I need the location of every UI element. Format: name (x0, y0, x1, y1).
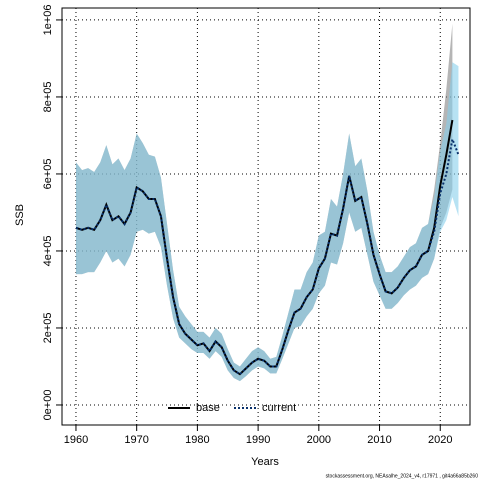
y-tick-label: 0e+00 (42, 390, 54, 421)
y-axis-label: SSB (14, 204, 26, 226)
confidence-band (75, 62, 459, 382)
x-tick-label: 1970 (124, 434, 148, 446)
x-axis-label: Years (251, 456, 279, 468)
footnote: stockassessment.org, NEAsalhe_2024_v4, r… (326, 473, 479, 479)
y-tick-label: 8e+05 (42, 81, 54, 112)
x-tick-label: 1980 (185, 434, 209, 446)
x-tick-label: 2020 (428, 434, 452, 446)
x-tick-label: 1990 (246, 434, 270, 446)
plot-frame (61, 7, 471, 426)
y-tick-label: 1e+06 (42, 4, 54, 35)
x-tick-label: 2010 (367, 434, 391, 446)
legend-label: current (262, 402, 296, 414)
x-tick-label: 1960 (64, 434, 88, 446)
x-tick-label: 2000 (307, 434, 331, 446)
y-tick-label: 2e+05 (42, 313, 54, 344)
legend-label: base (196, 402, 220, 414)
y-tick-label: 4e+05 (42, 236, 54, 267)
y-tick-label: 6e+05 (42, 158, 54, 189)
